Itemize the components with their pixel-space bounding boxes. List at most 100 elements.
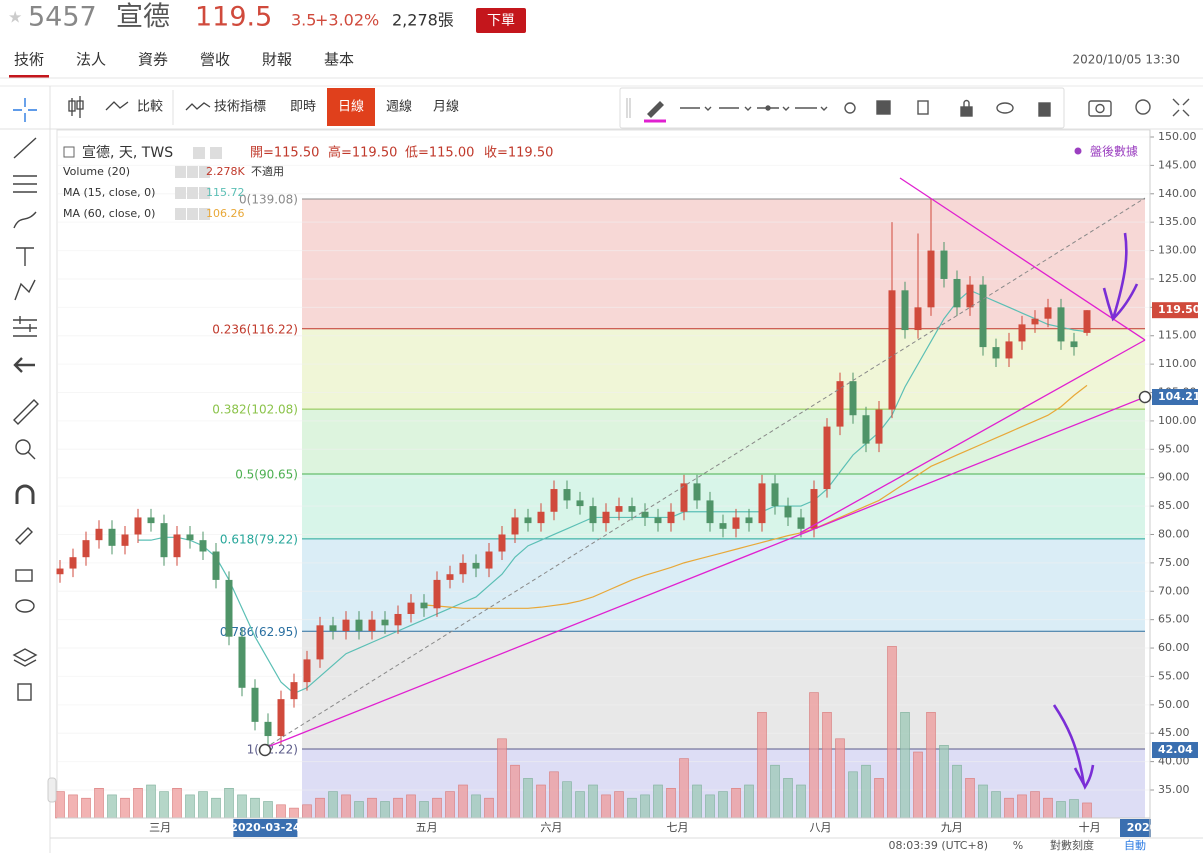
candle-body	[329, 625, 337, 632]
hand-arrow	[1102, 232, 1139, 322]
trend-line[interactable]	[899, 177, 1146, 341]
log-toggle[interactable]: 對數刻度	[1050, 838, 1094, 852]
y-tick-label: 95.00	[1158, 442, 1190, 455]
candle-body	[108, 528, 116, 546]
zoom-tool[interactable]	[15, 439, 31, 455]
symbol: 5457	[28, 2, 97, 33]
layer-tool[interactable]	[876, 100, 891, 115]
pattern-tool[interactable]	[14, 279, 36, 301]
toolbar-item[interactable]: 技術指標	[214, 100, 266, 115]
legend-button[interactable]	[175, 208, 186, 220]
candle-body	[225, 579, 233, 637]
crosshair-tool[interactable]	[13, 98, 37, 122]
pen-tool[interactable]	[647, 101, 664, 118]
fullscreen-icon[interactable]	[1172, 98, 1190, 117]
volume-bar	[978, 784, 988, 819]
x-tick-label: 七月	[667, 821, 689, 834]
trend-line[interactable]	[264, 396, 1146, 749]
candle-body	[615, 506, 623, 512]
candle-body	[420, 602, 428, 609]
clone-tool[interactable]	[917, 100, 929, 115]
trend-line[interactable]	[799, 339, 1146, 534]
settings-tool[interactable]	[844, 102, 856, 114]
legend-button[interactable]	[187, 187, 198, 199]
legend-button[interactable]	[199, 208, 210, 220]
candle-icon[interactable]	[68, 96, 84, 118]
collapse-handle[interactable]	[47, 777, 57, 803]
indicator-icon[interactable]	[185, 102, 211, 111]
x-tick-label: 八月	[810, 821, 832, 834]
y-tick-label: 60.00	[1158, 641, 1190, 654]
hide-tool[interactable]	[15, 599, 35, 613]
lock-all-tool[interactable]	[15, 569, 33, 582]
lock-shackle	[963, 99, 970, 107]
volume-bar	[848, 771, 858, 819]
volume-bar	[107, 794, 117, 819]
volume-bar	[731, 787, 741, 819]
prediction-tool[interactable]	[13, 316, 37, 337]
legend-button[interactable]	[193, 147, 205, 159]
candle-body	[199, 540, 207, 552]
x-tick-label: 六月	[540, 821, 562, 834]
dropdowns[interactable]	[704, 106, 828, 111]
trendline-tool[interactable]	[13, 137, 37, 159]
toolbar-item[interactable]: 日線	[338, 99, 364, 115]
trash-tool[interactable]	[17, 683, 32, 701]
compare-icon[interactable]	[105, 101, 129, 111]
camera-icon[interactable]	[1088, 100, 1112, 117]
percent-toggle[interactable]: %	[1013, 839, 1023, 852]
fib-tool[interactable]	[13, 175, 37, 193]
candle-body	[498, 534, 506, 552]
legend-button[interactable]	[199, 166, 210, 178]
candle-body	[576, 500, 584, 507]
tab[interactable]: 基本	[324, 51, 354, 69]
legend-button[interactable]	[175, 166, 186, 178]
collapse-box[interactable]	[63, 146, 75, 158]
legend-button[interactable]	[175, 187, 186, 199]
drawings	[258, 177, 1152, 790]
candle-body	[563, 489, 571, 501]
settings-icon[interactable]	[1135, 99, 1151, 115]
brush-tool[interactable]	[13, 211, 37, 229]
tab[interactable]: 法人	[76, 51, 106, 69]
toolbar-item[interactable]: 比較	[137, 100, 163, 115]
text-tool[interactable]	[16, 247, 34, 266]
candle-body	[69, 557, 77, 569]
axis-mask	[1151, 819, 1203, 838]
lock-tool[interactable]	[960, 106, 973, 117]
layers-tool[interactable]	[12, 648, 38, 667]
candle-body	[602, 511, 610, 524]
candle-body	[238, 636, 246, 688]
candle-body	[914, 307, 922, 331]
tab[interactable]: 資券	[138, 51, 168, 69]
visibility-tool[interactable]	[996, 102, 1014, 114]
legend-button[interactable]	[187, 166, 198, 178]
draw-lock-tool[interactable]	[15, 527, 33, 545]
order-button[interactable]	[476, 8, 526, 33]
toolbar-active	[327, 88, 375, 126]
toolbar-item[interactable]: 即時	[290, 100, 316, 115]
y-tick-label: 50.00	[1158, 698, 1190, 711]
volume-bar	[809, 692, 819, 819]
legend-button[interactable]	[210, 147, 222, 159]
anchor[interactable]	[1138, 390, 1152, 404]
legend-button[interactable]	[187, 208, 198, 220]
toolbar-item[interactable]: 週線	[386, 99, 412, 115]
tab[interactable]: 財報	[262, 51, 292, 69]
tab[interactable]: 營收	[200, 51, 230, 69]
toolbar-item[interactable]: 月線	[433, 99, 459, 115]
anchor[interactable]	[258, 743, 272, 757]
star[interactable]: ★	[8, 8, 22, 27]
legend-button[interactable]	[199, 187, 210, 199]
order-button-label[interactable]: 下單	[487, 13, 515, 29]
candle-body	[56, 568, 64, 575]
fib-trend-line[interactable]	[264, 197, 1146, 749]
tab[interactable]: 技術	[14, 51, 44, 69]
after-hours[interactable]: 盤後數據	[1090, 145, 1138, 159]
auto-toggle[interactable]: 自動	[1124, 838, 1146, 852]
drag-handle[interactable]	[626, 98, 631, 118]
magnet-tool[interactable]	[15, 484, 35, 504]
back-tool[interactable]	[13, 357, 35, 373]
delete-tool[interactable]	[1038, 102, 1051, 117]
ruler-tool[interactable]	[13, 399, 39, 425]
